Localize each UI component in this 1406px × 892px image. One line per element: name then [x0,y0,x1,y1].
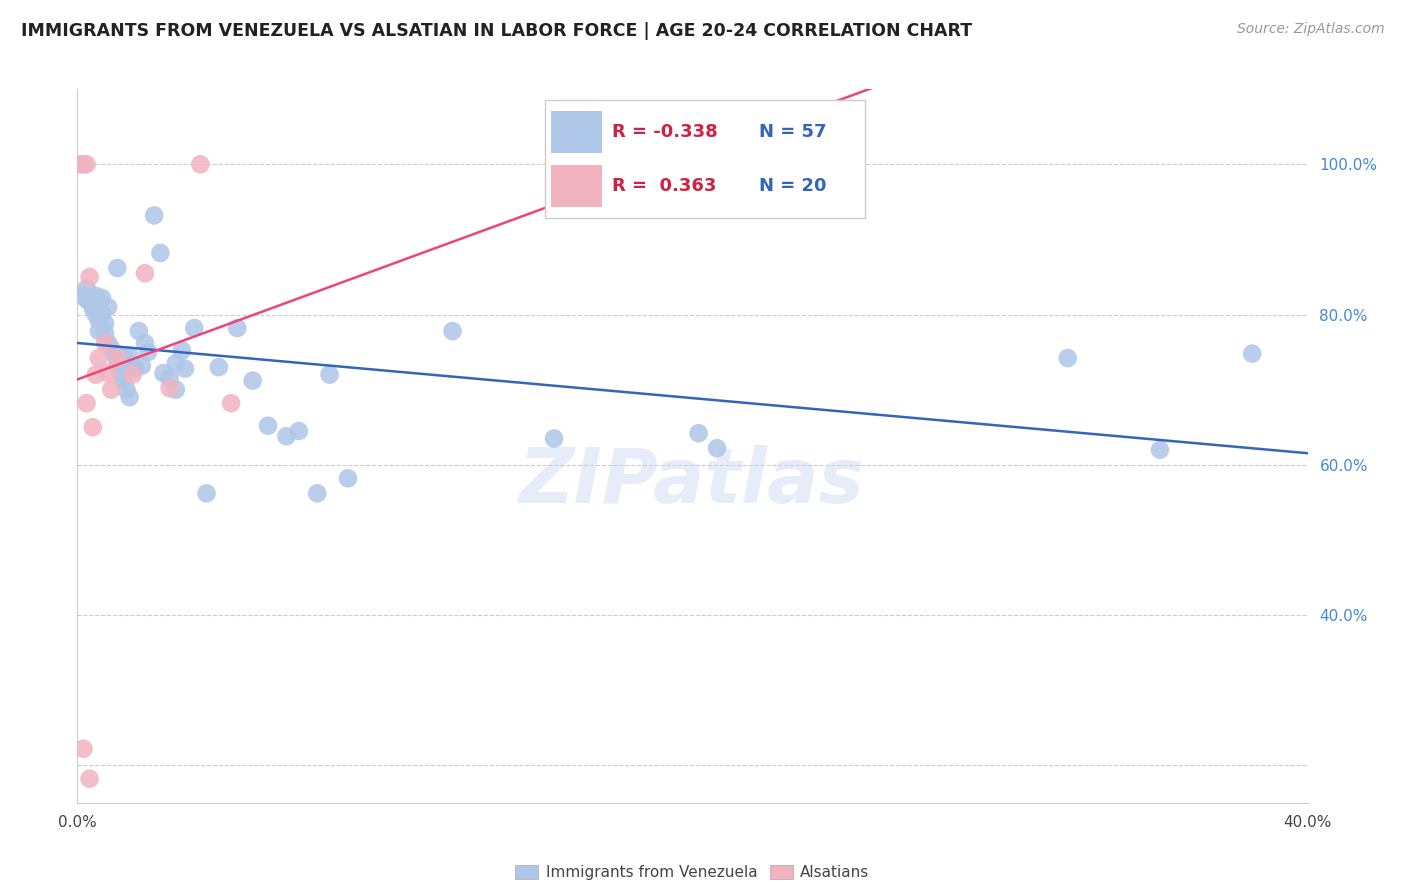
Point [90,308,114,322]
Point [128,324,150,338]
Point [242,374,264,388]
Point [276,429,298,443]
Point [72,289,94,303]
Point [76,293,98,307]
Point [257,418,280,433]
Point [94,326,117,341]
Point [706,442,728,456]
Point [441,324,464,338]
Point [112,349,135,363]
Point [87,351,110,365]
Point [79,772,101,786]
Point [82,420,104,434]
Point [72,157,94,171]
Point [134,336,156,351]
Legend: Immigrants from Venezuela, Alsatians: Immigrants from Venezuela, Alsatians [510,861,875,885]
Point [105,356,128,370]
Point [174,361,197,376]
Point [159,371,181,385]
Point [121,368,143,382]
Point [69,157,91,171]
Point [149,246,172,260]
Point [115,383,138,397]
Point [188,157,212,171]
Point [118,390,141,404]
Point [72,741,94,756]
Point [134,266,156,280]
Point [143,208,166,222]
Point [97,300,120,314]
Point [87,313,110,327]
Text: ZIPatlas: ZIPatlas [519,445,866,518]
Point [337,471,360,485]
Point [82,296,104,310]
Point [76,396,98,410]
Point [84,308,107,322]
Point [76,281,98,295]
Point [90,291,114,305]
Point [152,366,174,380]
Point [131,359,153,373]
Point [100,383,122,397]
Point [125,361,148,376]
Point [208,360,231,375]
Point [105,351,128,365]
Point [76,157,98,171]
Point [94,317,117,331]
Point [1149,442,1171,457]
Point [100,342,122,356]
Point [84,289,107,303]
Point [103,346,125,360]
Point [159,381,181,395]
Point [110,366,132,380]
Point [79,270,101,285]
Point [226,321,249,335]
Point [688,426,710,441]
Point [82,301,104,316]
Point [307,486,329,500]
Point [165,383,187,397]
Point [1056,351,1078,365]
Point [121,359,143,373]
Point [97,336,120,351]
Point [136,345,159,359]
Point [682,157,704,171]
Text: IMMIGRANTS FROM VENEZUELA VS ALSATIAN IN LABOR FORCE | AGE 20-24 CORRELATION CHA: IMMIGRANTS FROM VENEZUELA VS ALSATIAN IN… [21,22,972,40]
Point [195,486,218,500]
Point [219,396,242,410]
Point [105,260,128,275]
Point [183,321,205,335]
Point [170,343,193,358]
Point [543,432,565,446]
Point [112,374,135,388]
Point [87,324,110,338]
Point [165,356,187,370]
Point [94,336,117,351]
Point [118,349,141,363]
Text: Source: ZipAtlas.com: Source: ZipAtlas.com [1237,22,1385,37]
Point [79,293,101,308]
Point [84,368,107,382]
Point [288,424,311,438]
Point [97,366,120,380]
Point [1241,346,1264,360]
Point [318,368,340,382]
